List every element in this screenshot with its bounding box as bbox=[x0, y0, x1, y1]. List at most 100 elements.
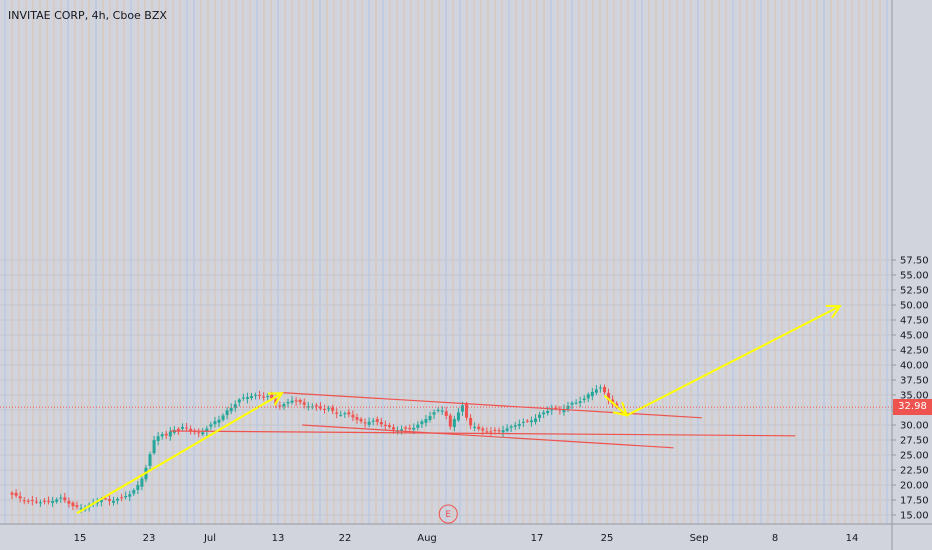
session-stripe bbox=[298, 0, 300, 524]
session-stripe bbox=[473, 0, 475, 524]
candle-body bbox=[391, 427, 395, 430]
candle-body bbox=[615, 403, 619, 406]
candle-body bbox=[469, 417, 473, 426]
session-stripe bbox=[557, 0, 559, 524]
session-stripe bbox=[543, 0, 545, 524]
candle-body bbox=[534, 418, 538, 422]
y-tick-label: 42.50 bbox=[900, 346, 929, 357]
candle-body bbox=[578, 401, 582, 403]
candle-body bbox=[477, 426, 481, 429]
candle-body bbox=[371, 420, 375, 422]
candle-body bbox=[132, 490, 136, 494]
candle-body bbox=[302, 402, 306, 405]
candle-body bbox=[286, 402, 290, 404]
session-stripe bbox=[466, 0, 468, 524]
candle-body bbox=[444, 411, 448, 416]
candle-body bbox=[282, 404, 286, 407]
candle-body bbox=[22, 500, 26, 502]
session-stripe bbox=[613, 0, 615, 524]
y-tick-label: 52.50 bbox=[900, 286, 929, 297]
arrow-head bbox=[825, 304, 842, 319]
candle-body bbox=[128, 494, 132, 497]
candle-body bbox=[383, 424, 387, 427]
candle-body bbox=[554, 407, 558, 409]
candle-body bbox=[148, 454, 152, 467]
session-stripe bbox=[508, 0, 510, 524]
x-tick-label: Sep bbox=[690, 533, 709, 544]
candle-body bbox=[294, 400, 298, 402]
candle-body bbox=[233, 404, 237, 409]
candle-body bbox=[185, 427, 189, 429]
candle-body bbox=[448, 415, 452, 427]
candle-body bbox=[546, 410, 550, 413]
session-stripe bbox=[396, 0, 398, 524]
session-stripe bbox=[788, 0, 790, 524]
candle-body bbox=[416, 424, 420, 428]
session-stripe bbox=[865, 0, 867, 524]
session-stripe bbox=[578, 0, 580, 524]
y-tick-label: 55.00 bbox=[900, 271, 929, 282]
session-stripe bbox=[326, 0, 328, 524]
session-stripe bbox=[277, 0, 279, 524]
candle-body bbox=[51, 500, 55, 503]
session-stripe bbox=[690, 0, 692, 524]
session-stripe bbox=[802, 0, 804, 524]
candle-body bbox=[140, 478, 144, 487]
x-tick-label: Aug bbox=[417, 533, 437, 544]
session-stripe bbox=[39, 0, 41, 524]
session-stripe bbox=[648, 0, 650, 524]
session-stripe bbox=[214, 0, 216, 524]
session-stripe bbox=[263, 0, 265, 524]
session-stripe bbox=[375, 0, 377, 524]
y-tick-label: 50.00 bbox=[900, 301, 929, 312]
x-tick-label: 8 bbox=[772, 533, 778, 544]
session-stripe bbox=[809, 0, 811, 524]
candle-body bbox=[306, 406, 310, 408]
candle-body bbox=[550, 409, 554, 411]
candle-body bbox=[249, 396, 253, 399]
y-tick-label: 22.50 bbox=[900, 466, 929, 477]
session-stripe bbox=[452, 0, 454, 524]
candle-body bbox=[205, 428, 209, 432]
session-stripe bbox=[501, 0, 503, 524]
session-stripe bbox=[67, 0, 69, 524]
session-stripe bbox=[627, 0, 629, 524]
x-axis[interactable]: 15 23 Jul 13 22 Aug 17 25 Sep 8 14 bbox=[74, 533, 859, 544]
y-tick-label: 40.00 bbox=[900, 361, 929, 372]
session-stripe bbox=[858, 0, 860, 524]
candle-body bbox=[67, 500, 71, 504]
session-stripe bbox=[837, 0, 839, 524]
session-stripe bbox=[886, 0, 888, 524]
candle-body bbox=[30, 500, 34, 502]
session-stripe bbox=[284, 0, 286, 524]
session-stripe bbox=[592, 0, 594, 524]
candle-body bbox=[55, 499, 59, 502]
candle-body bbox=[120, 497, 124, 499]
candle-body bbox=[363, 422, 367, 424]
candle-body bbox=[460, 405, 464, 412]
session-stripe bbox=[830, 0, 832, 524]
candle-body bbox=[116, 498, 120, 501]
candle-body bbox=[343, 413, 347, 415]
candle-body bbox=[237, 399, 241, 403]
session-stripe bbox=[116, 0, 118, 524]
session-stripe bbox=[389, 0, 391, 524]
earnings-marker[interactable]: E bbox=[438, 504, 458, 524]
candle-body bbox=[574, 402, 578, 404]
candle-body bbox=[270, 394, 274, 399]
y-tick-label: 35.00 bbox=[900, 391, 929, 402]
session-stripe bbox=[620, 0, 622, 524]
candle-body bbox=[456, 412, 460, 421]
candle-body bbox=[71, 502, 75, 507]
session-stripe bbox=[879, 0, 881, 524]
candle-body bbox=[412, 427, 416, 430]
y-tick-label: 25.00 bbox=[900, 451, 929, 462]
candle-body bbox=[387, 425, 391, 428]
session-stripe bbox=[144, 0, 146, 524]
candle-body bbox=[298, 399, 302, 403]
candle-body bbox=[331, 407, 335, 411]
candle-body bbox=[107, 499, 111, 501]
session-stripe bbox=[207, 0, 209, 524]
session-stripe bbox=[32, 0, 34, 524]
